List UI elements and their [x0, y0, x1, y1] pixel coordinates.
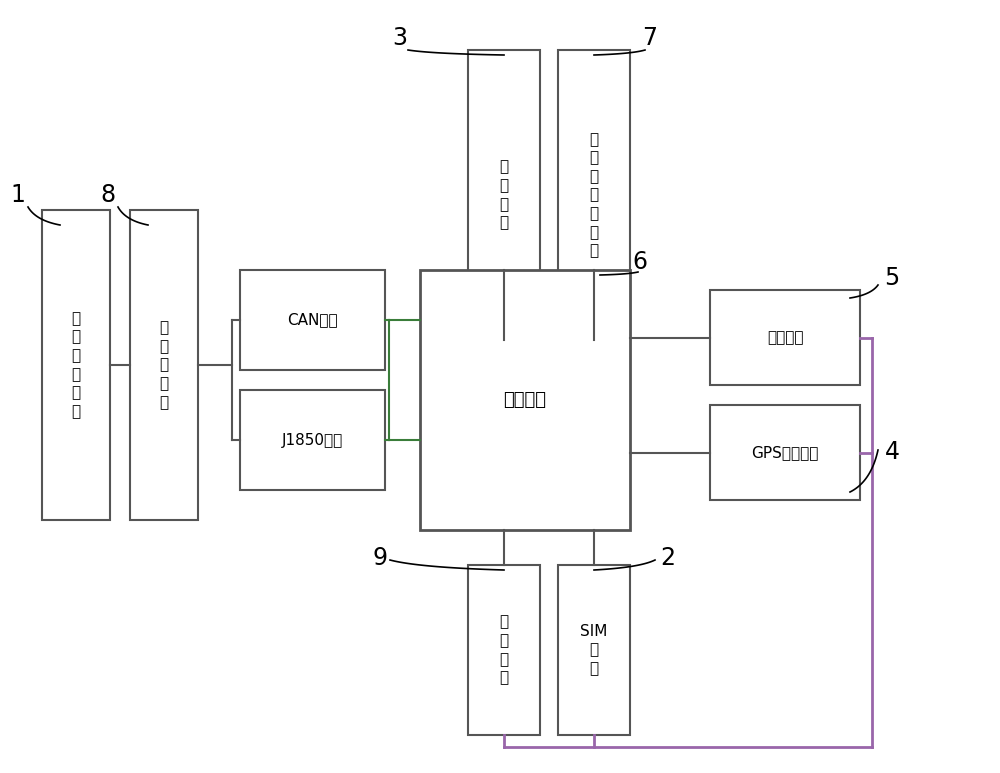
Bar — [710, 290, 860, 385]
Text: 继
电
器
模
块: 继 电 器 模 块 — [159, 320, 169, 410]
Bar — [42, 210, 110, 520]
Text: J1850总线: J1850总线 — [282, 433, 343, 448]
Bar — [130, 210, 198, 520]
Bar — [240, 390, 385, 490]
Text: 2: 2 — [660, 546, 676, 570]
Text: 加
速
度
传
感
模
块: 加 速 度 传 感 模 块 — [589, 131, 599, 258]
Text: 诊
断
连
接
插
座: 诊 断 连 接 插 座 — [71, 311, 81, 419]
Bar — [420, 270, 630, 530]
Bar — [468, 565, 540, 735]
Text: 4: 4 — [885, 440, 900, 464]
Text: CAN总线: CAN总线 — [287, 312, 338, 328]
Bar — [240, 270, 385, 370]
Text: 主控模块: 主控模块 — [504, 391, 546, 409]
Text: 5: 5 — [884, 266, 900, 290]
Text: 电
源
模
块: 电 源 模 块 — [499, 159, 509, 230]
Text: SIM
卡
座: SIM 卡 座 — [580, 624, 608, 676]
Text: 3: 3 — [392, 26, 408, 50]
Text: 7: 7 — [642, 26, 658, 50]
Bar — [558, 565, 630, 735]
Bar — [468, 50, 540, 340]
Text: 6: 6 — [633, 250, 648, 274]
Text: 9: 9 — [372, 546, 388, 570]
Bar — [558, 50, 630, 340]
Bar — [710, 405, 860, 500]
Text: 通信模块: 通信模块 — [767, 330, 803, 345]
Text: 语
音
模
块: 语 音 模 块 — [499, 615, 509, 686]
Text: 1: 1 — [11, 183, 25, 207]
Text: GPS定位模块: GPS定位模块 — [751, 445, 819, 460]
Text: 8: 8 — [100, 183, 116, 207]
